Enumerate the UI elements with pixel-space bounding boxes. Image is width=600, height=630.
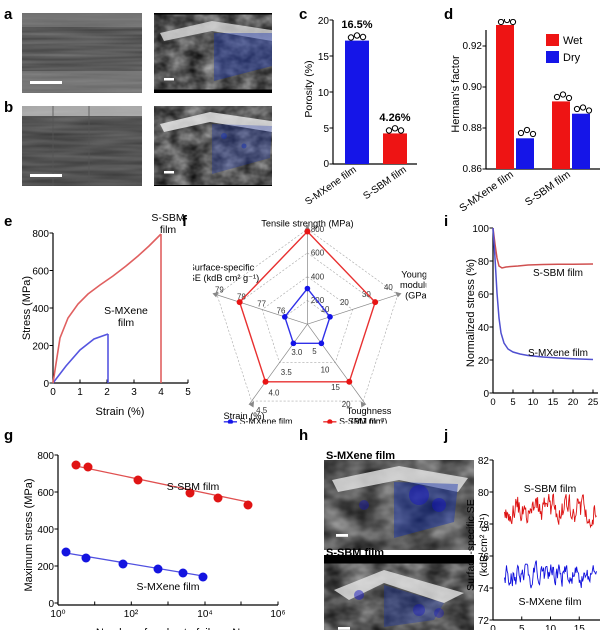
svg-text:200: 200 (32, 342, 49, 353)
svg-text:0: 0 (483, 389, 489, 400)
svg-text:5: 5 (323, 124, 329, 135)
svg-text:3.5: 3.5 (281, 368, 293, 377)
svg-text:20: 20 (318, 16, 330, 27)
svg-text:S-SBM: S-SBM (151, 213, 184, 224)
svg-text:film: film (160, 224, 177, 236)
svg-text:S-SBM film: S-SBM film (361, 164, 408, 202)
svg-text:600: 600 (37, 488, 54, 499)
svg-text:25: 25 (588, 397, 599, 408)
svg-text:5: 5 (519, 624, 525, 630)
svg-text:Maximum stress (MPa): Maximum stress (MPa) (23, 478, 35, 591)
svg-text:0.88: 0.88 (463, 123, 483, 134)
svg-text:S-SBM film: S-SBM film (339, 416, 383, 423)
svg-text:16.5%: 16.5% (341, 19, 372, 31)
svg-text:79: 79 (215, 285, 224, 294)
svg-text:74: 74 (478, 584, 490, 595)
svg-text:10: 10 (321, 366, 330, 375)
svg-text:10⁶: 10⁶ (270, 609, 285, 620)
svg-text:200: 200 (37, 562, 54, 573)
svg-text:S-MXene film: S-MXene film (136, 581, 199, 593)
svg-text:S-MXene film: S-MXene film (518, 596, 581, 608)
svg-text:400: 400 (311, 272, 325, 281)
svg-text:80: 80 (478, 257, 490, 268)
svg-text:10²: 10² (124, 609, 139, 620)
svg-text:S-SBM film: S-SBM film (167, 481, 220, 493)
svg-text:20: 20 (478, 356, 490, 367)
svg-text:10: 10 (545, 624, 557, 630)
svg-text:60: 60 (478, 290, 490, 301)
svg-text:15: 15 (331, 383, 340, 392)
svg-text:Surface-specific: Surface-specific (193, 262, 255, 272)
svg-text:10: 10 (318, 88, 330, 99)
svg-text:100: 100 (472, 224, 489, 235)
svg-text:modulus: modulus (400, 280, 426, 290)
svg-text:S-MXene film: S-MXene film (303, 164, 358, 204)
svg-text:Tensile strength (MPa): Tensile strength (MPa) (261, 218, 353, 228)
svg-text:S-MXene film: S-MXene film (528, 348, 588, 359)
svg-text:S-SBM film: S-SBM film (524, 483, 577, 495)
svg-text:800: 800 (37, 451, 54, 462)
svg-text:5: 5 (185, 387, 191, 398)
svg-text:4.26%: 4.26% (379, 112, 410, 124)
svg-text:10⁰: 10⁰ (50, 609, 65, 620)
svg-text:15: 15 (548, 397, 559, 408)
svg-text:5: 5 (510, 397, 515, 408)
svg-text:3.0: 3.0 (291, 348, 303, 357)
svg-text:(kdB cm² g⁻¹): (kdB cm² g⁻¹) (478, 513, 490, 576)
svg-text:800: 800 (32, 229, 49, 240)
svg-text:400: 400 (37, 525, 54, 536)
svg-text:Dry: Dry (563, 52, 581, 64)
svg-text:72: 72 (478, 616, 490, 627)
svg-text:4.0: 4.0 (268, 388, 280, 397)
svg-text:S-MXene film: S-MXene film (457, 168, 516, 214)
svg-text:Normalized stress (%): Normalized stress (%) (465, 259, 477, 367)
svg-text:0.90: 0.90 (463, 82, 483, 93)
svg-text:S-MXene: S-MXene (104, 305, 148, 317)
svg-text:82: 82 (478, 456, 490, 467)
svg-text:2: 2 (104, 387, 110, 398)
svg-text:20: 20 (568, 397, 579, 408)
svg-text:0: 0 (323, 159, 329, 170)
svg-text:1: 1 (77, 387, 83, 398)
svg-text:Strain (%): Strain (%) (96, 406, 145, 418)
svg-text:15: 15 (574, 624, 586, 630)
svg-text:S-MXene film: S-MXene film (240, 416, 293, 423)
svg-text:10: 10 (528, 397, 539, 408)
svg-text:(GPa): (GPa) (405, 291, 426, 301)
svg-text:77: 77 (257, 300, 266, 309)
svg-text:Herman's factor: Herman's factor (450, 55, 462, 133)
svg-text:Stress (MPa): Stress (MPa) (21, 276, 33, 340)
svg-text:40: 40 (478, 323, 490, 334)
svg-text:5: 5 (312, 347, 317, 356)
svg-text:Porosity (%): Porosity (%) (303, 60, 315, 117)
svg-text:20: 20 (340, 298, 349, 307)
svg-text:Young's: Young's (401, 270, 426, 280)
svg-text:3: 3 (131, 387, 137, 398)
svg-text:0: 0 (43, 379, 49, 390)
svg-text:400: 400 (32, 304, 49, 315)
svg-text:4: 4 (158, 387, 164, 398)
svg-text:Surface-specific SE: Surface-specific SE (465, 499, 477, 591)
svg-text:0.86: 0.86 (463, 164, 483, 175)
svg-text:600: 600 (311, 249, 325, 258)
svg-text:SE (kdB cm² g⁻¹): SE (kdB cm² g⁻¹) (193, 273, 259, 283)
svg-text:600: 600 (32, 267, 49, 278)
svg-text:15: 15 (318, 52, 330, 63)
svg-text:film: film (118, 317, 135, 329)
svg-text:80: 80 (478, 488, 490, 499)
svg-text:10⁴: 10⁴ (197, 609, 212, 620)
svg-text:0.92: 0.92 (463, 41, 483, 52)
svg-text:0: 0 (490, 397, 495, 408)
svg-text:Wet: Wet (563, 35, 582, 47)
svg-text:40: 40 (384, 283, 393, 292)
svg-text:0: 0 (490, 624, 496, 630)
svg-text:S-SBM film: S-SBM film (533, 268, 583, 279)
svg-text:S-SBM film: S-SBM film (523, 168, 573, 208)
svg-text:Toughness: Toughness (347, 406, 392, 416)
svg-text:0: 0 (50, 387, 56, 398)
